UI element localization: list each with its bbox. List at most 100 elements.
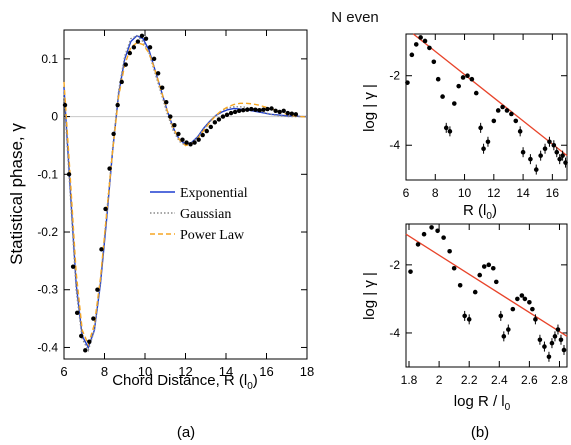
data-point <box>522 296 528 302</box>
data-point <box>220 114 226 119</box>
y-tick-label: -0.1 <box>37 167 58 181</box>
figure-title: N even <box>331 9 379 26</box>
data-point <box>212 120 218 125</box>
data-point <box>79 333 84 339</box>
data-point <box>558 337 564 343</box>
data-point <box>547 139 552 145</box>
x-tick-label: 2.8 <box>551 373 568 387</box>
data-point <box>472 289 478 295</box>
data-point <box>422 38 428 44</box>
data-point <box>265 106 270 112</box>
panel-b-top-x-axis-label: R (l0) <box>463 202 497 222</box>
data-point <box>506 327 511 332</box>
x-tick-label: 2.6 <box>521 373 538 387</box>
data-point <box>103 206 108 212</box>
x-tick-label: 12 <box>487 186 501 200</box>
data-point <box>478 125 483 131</box>
data-point <box>208 124 214 130</box>
data-point <box>74 310 80 316</box>
data-point <box>527 300 532 305</box>
panel-a-data-points <box>62 33 299 353</box>
data-point <box>257 108 262 113</box>
data-point <box>538 153 543 158</box>
data-point <box>66 172 72 177</box>
x-tick-label: 12 <box>178 364 192 379</box>
data-point <box>115 102 120 108</box>
y-tick-label: -4 <box>389 326 400 340</box>
data-point <box>281 108 286 114</box>
data-point <box>520 149 526 155</box>
fit-line <box>412 33 568 157</box>
data-point <box>443 125 449 131</box>
y-tick-label: -2 <box>389 258 400 272</box>
panel-b-top-y-ticks: -4 -2 <box>389 69 567 152</box>
data-point <box>469 76 475 82</box>
panel-b-bottom-fit-line <box>405 233 568 337</box>
data-point <box>188 142 193 147</box>
data-point <box>551 142 557 148</box>
y-tick-label: 0.1 <box>41 52 58 66</box>
panel-a: 6 8 10 12 14 16 18 -0.4 -0.3 -0.2 -0.1 0 0.1 Expone… <box>7 29 314 441</box>
data-point <box>435 228 440 234</box>
data-point <box>429 225 434 230</box>
data-point <box>530 306 535 312</box>
data-point <box>533 167 539 172</box>
data-point <box>441 235 446 240</box>
panel-b-bottom-y-ticks: -4 -2 <box>389 258 567 340</box>
x-tick-label: 16 <box>259 364 273 379</box>
data-point <box>533 317 538 322</box>
data-point <box>143 36 149 41</box>
data-point <box>560 153 565 158</box>
data-point <box>457 282 463 288</box>
data-point <box>119 79 124 85</box>
data-point <box>273 108 278 114</box>
data-point <box>196 137 201 142</box>
data-point <box>546 354 552 360</box>
data-point <box>452 101 457 106</box>
data-point <box>413 42 419 47</box>
y-tick-label: -0.3 <box>37 283 58 297</box>
panel-a-y-axis-label: Statistical phase, γ <box>7 123 26 265</box>
panel-b-caption: (b) <box>471 424 489 441</box>
data-point <box>495 108 501 113</box>
panel-a-caption: (a) <box>177 424 195 441</box>
data-point <box>451 265 457 271</box>
x-tick-label: 8 <box>432 186 439 200</box>
data-point <box>519 293 525 298</box>
panel-b-bottom: 1.8 2 2.2 2.4 2.6 2.8 -4 -2 log R / l0 log | γ… <box>361 223 568 441</box>
x-tick-label: 1.8 <box>401 373 418 387</box>
data-point <box>409 52 415 58</box>
data-point <box>447 248 452 254</box>
data-point <box>135 39 141 44</box>
panel-b-bottom-data-points <box>408 225 567 362</box>
data-point <box>155 71 161 76</box>
data-point <box>249 106 254 112</box>
data-point <box>427 45 432 51</box>
x-tick-label: 2 <box>436 373 443 387</box>
data-point <box>224 112 230 118</box>
data-point <box>168 114 173 119</box>
data-point <box>500 104 505 110</box>
data-point <box>466 317 472 322</box>
data-point <box>501 334 507 339</box>
data-point <box>542 146 548 152</box>
x-tick-label: 10 <box>458 186 472 200</box>
data-point <box>285 110 290 116</box>
legend-label: Gaussian <box>180 207 231 222</box>
data-point <box>465 73 470 79</box>
data-point <box>485 139 491 145</box>
y-tick-label: 0 <box>51 110 58 124</box>
data-point <box>236 108 242 114</box>
data-point <box>192 140 197 145</box>
x-tick-label: 16 <box>546 186 560 200</box>
data-point <box>418 35 423 40</box>
data-point <box>504 108 510 113</box>
y-tick-label: -2 <box>389 69 400 83</box>
data-point <box>151 56 157 62</box>
data-point <box>277 109 282 115</box>
data-point <box>83 348 88 353</box>
data-point <box>557 156 562 162</box>
data-point <box>415 242 421 247</box>
data-point <box>232 109 238 115</box>
